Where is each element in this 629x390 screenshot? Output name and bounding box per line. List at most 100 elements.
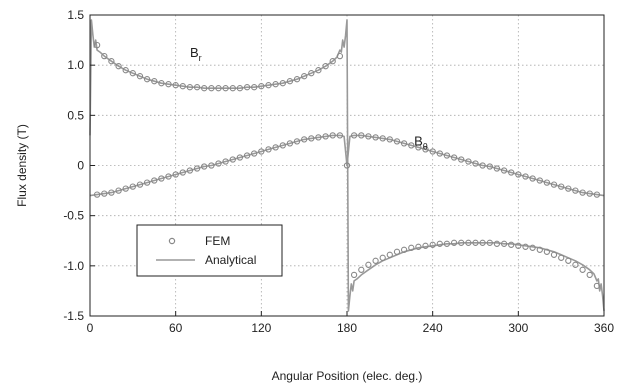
b-r-fem-point	[508, 241, 515, 248]
b-theta-fem-point	[129, 183, 136, 190]
b-theta-fem-point	[236, 154, 244, 161]
x-tick-label: 60	[169, 321, 183, 335]
b-r-fem-point	[172, 82, 179, 89]
b-r-fem-point	[393, 248, 401, 255]
b-r-fem-point	[408, 244, 415, 251]
b-theta-fem-point	[450, 154, 458, 161]
b-theta-fem-point	[336, 132, 344, 139]
b-r-fem-point	[486, 239, 493, 246]
b-r-fem-point	[179, 83, 186, 90]
b-theta-fem-point	[529, 175, 536, 182]
b-theta-fem-point	[393, 138, 401, 145]
b-r-fem-point	[529, 244, 536, 251]
b-r-fem-point	[400, 246, 408, 253]
b-r-fem-point	[415, 243, 422, 250]
btheta-annotation: Bθ	[414, 133, 428, 151]
b-r-fem-point	[193, 84, 201, 91]
b-theta-fem-point	[193, 165, 201, 172]
b-theta-fem-point	[343, 162, 351, 169]
b-r-fem-point	[293, 76, 301, 83]
b-theta-fem-point	[186, 167, 194, 174]
fem-markers	[93, 41, 601, 290]
b-theta-fem-point	[179, 169, 186, 176]
b-r-fem-point	[286, 78, 294, 85]
b-theta-fem-point	[372, 134, 379, 141]
b-r-fem-point	[236, 85, 244, 92]
b-r-fem-point	[208, 85, 215, 92]
b-r-fem-point	[151, 78, 158, 85]
b-r-fem-point	[422, 242, 429, 249]
y-tick-label: -0.5	[63, 209, 84, 223]
b-theta-fem-point	[143, 179, 151, 186]
b-r-fem-point	[158, 80, 165, 87]
b-theta-fem-point	[243, 152, 251, 159]
b-theta-fem-point	[136, 181, 144, 188]
b-theta-fem-point	[301, 136, 308, 143]
b-theta-fem-point	[443, 152, 451, 159]
x-tick-label: 360	[594, 321, 614, 335]
b-theta-fem-point	[222, 158, 229, 165]
b-theta-fem-point	[593, 191, 601, 198]
b-r-fem-point	[572, 261, 579, 268]
b-theta-fem-point	[550, 181, 558, 188]
br-annotation-sub: r	[199, 53, 202, 63]
b-r-fem-point	[500, 240, 508, 247]
b-r-fem-point	[565, 257, 572, 264]
b-theta-fem-point	[429, 148, 436, 155]
b-r-fem-point	[372, 257, 379, 264]
b-theta-fem-point	[315, 134, 322, 141]
b-theta-fem-point	[258, 148, 265, 155]
b-theta-fem-point	[543, 179, 551, 186]
b-r-fem-point	[279, 80, 286, 87]
b-theta-fem-point	[286, 140, 294, 147]
b-r-fem-point	[593, 282, 601, 290]
b-r-fem-point	[108, 58, 115, 65]
b-theta-fem-point	[158, 175, 165, 182]
b-theta-fem-point	[586, 190, 593, 197]
y-tick-label: 1.5	[67, 8, 84, 22]
b-r-fem-point	[472, 239, 479, 246]
legend-fem-marker	[168, 237, 176, 245]
x-tick-label: 300	[508, 321, 528, 335]
b-theta-fem-point	[272, 144, 279, 151]
b-theta-fem-point	[579, 189, 586, 196]
b-r-fem-point	[522, 243, 529, 250]
b-theta-fem-point	[201, 163, 208, 170]
b-r-fem-point	[272, 81, 279, 88]
b-theta-fem-point	[500, 167, 508, 174]
y-tick-label: -1.0	[63, 259, 84, 273]
b-theta-fem-point	[515, 171, 522, 178]
b-theta-fem-point	[558, 183, 565, 190]
b-theta-fem-point	[358, 132, 365, 139]
b-r-fem-point	[443, 240, 451, 247]
b-theta-fem-point	[108, 189, 115, 196]
x-tick-label: 0	[87, 321, 94, 335]
b-theta-fem-point	[93, 191, 101, 198]
b-r-fem-point	[201, 85, 208, 92]
b-r-fem-point	[136, 73, 144, 80]
b-r-fem-point	[558, 254, 565, 261]
x-tick-label: 120	[251, 321, 271, 335]
b-theta-fem-point	[229, 156, 236, 163]
b-r-fem-point	[586, 271, 593, 279]
b-theta-fem-point	[536, 177, 543, 184]
b-theta-fem-point	[479, 162, 486, 169]
b-theta-fem-point	[329, 132, 336, 139]
b-theta-fem-point	[208, 162, 215, 169]
b-r-fem-point	[493, 240, 501, 247]
b-r-fem-point	[436, 240, 443, 247]
b-r-fem-point	[543, 248, 551, 255]
x-tick-label: 240	[423, 321, 443, 335]
b-theta-fem-point	[572, 187, 579, 194]
br-annotation: Br	[190, 45, 202, 63]
b-r-fem-point	[429, 241, 436, 248]
b-r-fem-point	[229, 85, 236, 92]
axis-ticks: 0 60 120 180 240 300 360 -1.5 -1.0 -0.5 0 0.5 1.0 1.5	[63, 8, 614, 335]
y-tick-label: 0.5	[67, 108, 84, 122]
b-theta-fem-point	[165, 173, 172, 180]
b-r-fem-point	[550, 251, 558, 258]
b-r-fem-point	[329, 58, 336, 65]
b-theta-fem-point	[508, 169, 515, 176]
b-theta-fem-point	[115, 187, 122, 194]
